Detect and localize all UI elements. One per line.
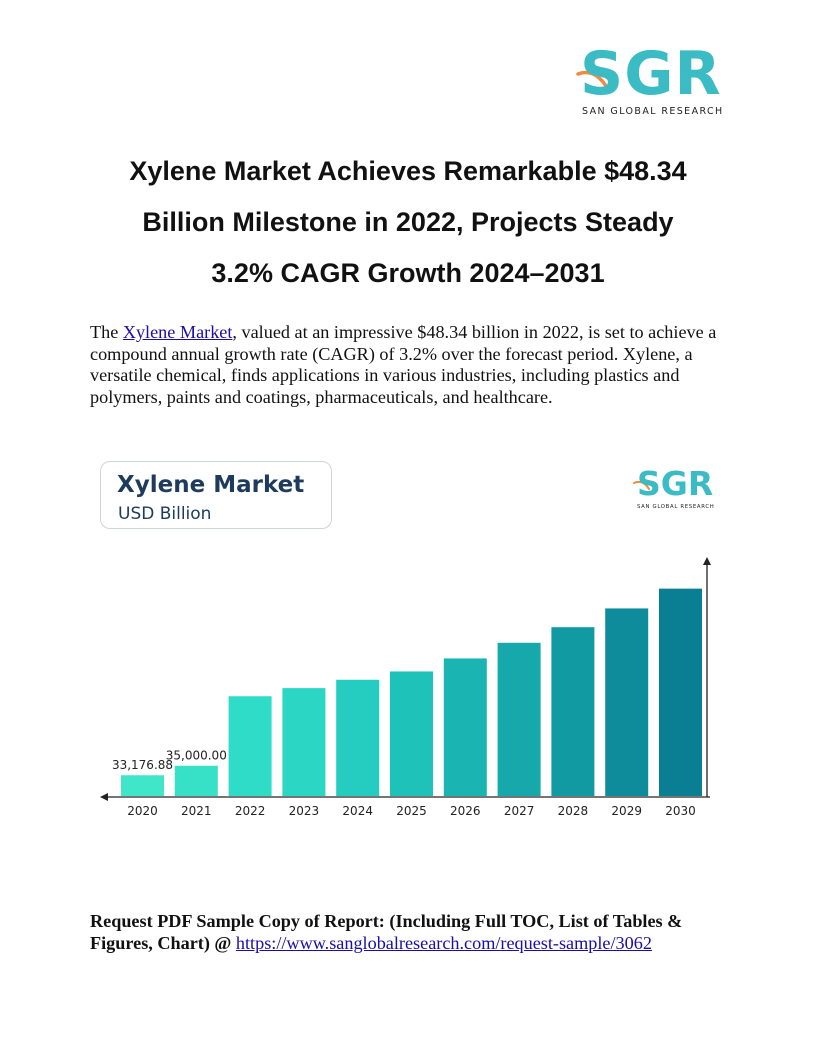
intro-prefix: The bbox=[90, 322, 123, 342]
x-tick-label: 2021 bbox=[181, 804, 212, 818]
title-line-1: Xylene Market Achieves Remarkable $48.34 bbox=[129, 156, 687, 186]
x-tick-label: 2022 bbox=[235, 804, 266, 818]
bar-2029 bbox=[605, 608, 649, 796]
data-label: 35,000.00 bbox=[166, 749, 227, 763]
x-tick-label: 2025 bbox=[396, 804, 427, 818]
bar-2025 bbox=[390, 671, 433, 796]
sgr-logo: SGR SAN GLOBAL RESEARCH bbox=[576, 44, 726, 120]
intro-paragraph: The Xylene Market, valued at an impressi… bbox=[90, 322, 730, 408]
chart-unit-label: USD Billion bbox=[118, 504, 212, 524]
bar-chart: 2020 33,176.88 2021 35,000.00 2022 2023 2024 20… bbox=[100, 557, 711, 818]
bar-2030 bbox=[659, 588, 702, 796]
title-line-3: 3.2% CAGR Growth 2024–2031 bbox=[211, 258, 605, 288]
x-axis-arrow-icon bbox=[100, 793, 108, 801]
bar-2021 bbox=[174, 765, 218, 796]
intro-suffix: , valued at an impressive $48.34 billion… bbox=[90, 322, 717, 407]
x-tick-label: 2028 bbox=[558, 804, 589, 818]
x-tick-label: 2029 bbox=[611, 804, 642, 818]
bar-2028 bbox=[551, 627, 595, 796]
xylene-market-link[interactable]: Xylene Market bbox=[122, 322, 233, 342]
bar-2024 bbox=[336, 679, 380, 796]
x-tick-label: 2030 bbox=[665, 804, 696, 818]
chart-title: Xylene Market bbox=[117, 472, 305, 498]
x-tick-label: 2026 bbox=[450, 804, 481, 818]
bar-2022 bbox=[228, 696, 272, 796]
logo-subtitle: SAN GLOBAL RESEARCH bbox=[582, 106, 724, 117]
chart-logo-subtitle: SAN GLOBAL RESEARCH bbox=[637, 504, 715, 510]
x-tick-label: 2027 bbox=[504, 804, 535, 818]
request-text: Request PDF Sample Copy of Report: (Incl… bbox=[90, 911, 683, 953]
y-axis-arrow-icon bbox=[703, 557, 711, 565]
bar-2027 bbox=[497, 642, 541, 796]
bar-2020 bbox=[121, 775, 164, 796]
logo-swoosh-icon bbox=[633, 480, 650, 490]
bar-2023 bbox=[282, 688, 326, 796]
chart-figure: Xylene Market USD Billion SGR SAN GLOBAL… bbox=[90, 455, 730, 830]
logo-letters: SGR bbox=[580, 39, 722, 109]
request-sample-link[interactable]: https://www.sanglobalresearch.com/reques… bbox=[235, 933, 652, 953]
bar-2026 bbox=[443, 658, 487, 796]
data-label: 33,176.88 bbox=[112, 758, 173, 772]
chart-logo-letters: SGR bbox=[637, 464, 714, 503]
request-sample-paragraph: Request PDF Sample Copy of Report: (Incl… bbox=[90, 910, 730, 954]
title-line-2: Billion Milestone in 2022, Projects Stea… bbox=[142, 207, 674, 237]
page-title: Xylene Market Achieves Remarkable $48.34… bbox=[60, 146, 756, 299]
chart-title-box: Xylene Market USD Billion bbox=[100, 461, 332, 529]
x-tick-label: 2023 bbox=[289, 804, 320, 818]
logo-swoosh-icon bbox=[576, 70, 608, 88]
chart-sgr-logo: SGR SAN GLOBAL RESEARCH bbox=[633, 464, 725, 511]
x-tick-label: 2020 bbox=[127, 804, 158, 818]
x-tick-label: 2024 bbox=[342, 804, 373, 818]
